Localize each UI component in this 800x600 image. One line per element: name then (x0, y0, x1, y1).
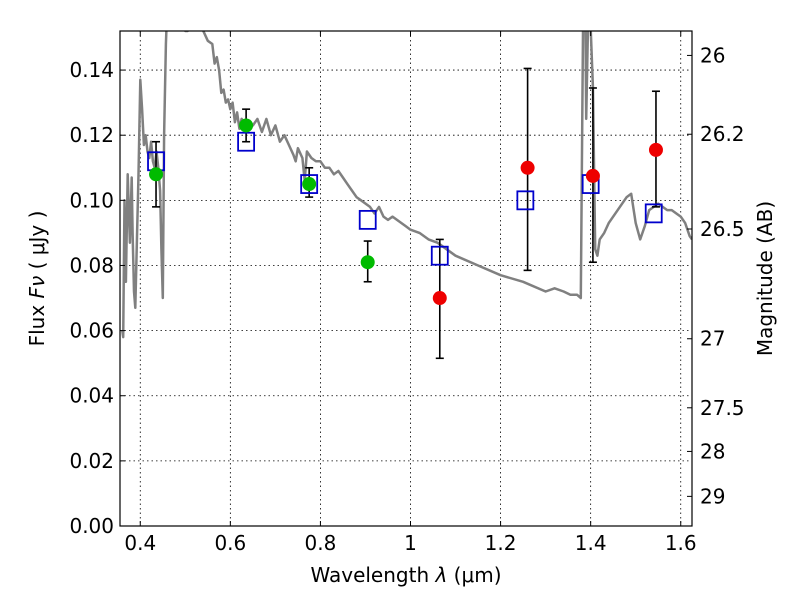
observed-point (520, 160, 535, 175)
x-tick-label: 0.6 (214, 531, 246, 555)
plot-frame (119, 30, 693, 527)
x-axis-label: Wavelength λ (μm) (310, 563, 501, 587)
observed-point (302, 177, 317, 192)
x-tick-label: 1.4 (575, 531, 607, 555)
y-label-symbol: Fν (25, 276, 49, 299)
y-tick-label: 0.00 (69, 514, 114, 538)
x-tick-label: 0.8 (305, 531, 337, 555)
axis-ticks: 0.4 0.6 0.8 1 1.2 1.4 1.6 0.00 0.02 0.04 0.06 0.08 0… (69, 31, 745, 555)
model-photometry-square (516, 190, 535, 211)
y2-tick-label: 26.5 (700, 217, 745, 241)
clipped-plot-group (121, 31, 692, 360)
grid-lines (120, 31, 692, 527)
y-label-text: Flux (25, 298, 49, 346)
y-tick-label: 0.04 (69, 384, 114, 408)
y-tick-label: 0.12 (69, 123, 114, 147)
y2-tick-label: 27 (700, 327, 725, 351)
observed-point (432, 291, 447, 306)
y-tick-label: 0.14 (69, 58, 114, 82)
y-axis-label: Flux Fν ( μJy ) (25, 211, 49, 347)
y2-tick-label: 26.2 (700, 122, 745, 146)
model-spectrum-line (121, 31, 692, 339)
x-tick-label: 1 (404, 531, 417, 555)
observed-point (648, 142, 663, 157)
y2-axis-label: Magnitude (AB) (753, 201, 777, 356)
y2-tick-label: 27.5 (700, 396, 745, 420)
y-tick-label: 0.06 (69, 319, 114, 343)
y2-tick-label: 29 (700, 484, 725, 508)
x-label-symbol: λ (434, 563, 447, 587)
model-photometry-square (300, 174, 319, 194)
y-tick-label: 0.10 (69, 188, 114, 212)
x-label-text: Wavelength (310, 563, 435, 587)
y-label-unit: ( μJy ) (25, 211, 49, 276)
x-tick-label: 0.4 (124, 531, 156, 555)
x-label-unit: (μm) (447, 563, 501, 587)
y-tick-label: 0.08 (69, 253, 114, 277)
observed-point (585, 168, 600, 183)
y-tick-label: 0.02 (69, 449, 114, 473)
model-photometry-square (644, 203, 663, 224)
y2-tick-label: 28 (700, 439, 725, 463)
model-photometry-square (358, 209, 377, 230)
x-tick-label: 1.6 (665, 531, 697, 555)
x-tick-label: 1.2 (485, 531, 517, 555)
observed-point (239, 118, 254, 133)
model-photometry-square (430, 245, 449, 266)
y2-tick-label: 26 (700, 43, 725, 67)
model-photometry-square (237, 131, 256, 152)
plot-content (121, 31, 692, 360)
observed-point (360, 255, 375, 270)
observed-point (149, 167, 164, 182)
